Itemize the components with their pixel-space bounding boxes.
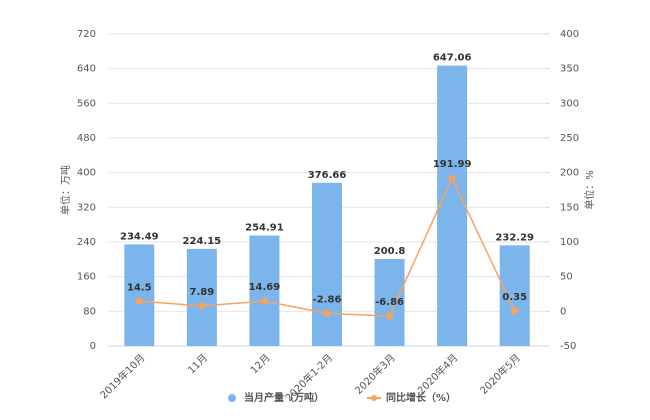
line-value-label: 14.69: [249, 282, 281, 293]
bar: [499, 245, 530, 346]
y2-axis-title: 单位：%: [583, 170, 596, 210]
bar: [249, 235, 280, 346]
y-tick-label: 400: [77, 168, 96, 179]
x-tick-label: 2020年5月: [477, 351, 523, 397]
bar: [124, 244, 155, 346]
legend-label: 同比增长（%）: [386, 391, 456, 404]
bar-value-label: 232.29: [495, 232, 534, 243]
line-marker: [448, 174, 456, 182]
legend-label: 当月产量（万吨）: [244, 391, 324, 404]
line-marker: [511, 307, 519, 315]
y2-tick-label: 150: [560, 202, 579, 213]
x-tick-label: 2020年4月: [415, 351, 461, 397]
bar-value-label: 647.06: [433, 53, 472, 64]
y2-tick-label: 0: [560, 306, 566, 317]
y2-tick-label: -50: [560, 341, 576, 352]
bar-value-label: 234.49: [120, 231, 159, 242]
y-tick-label: 560: [77, 98, 96, 109]
y-tick-label: 240: [77, 237, 96, 248]
line-value-label: -6.86: [375, 297, 404, 308]
line-value-label: 191.99: [433, 159, 472, 170]
y-tick-label: 0: [90, 341, 96, 352]
bar: [437, 65, 468, 346]
y-axis-title: 单位：万吨: [59, 165, 72, 215]
line-marker: [135, 297, 143, 305]
y-tick-label: 640: [77, 64, 96, 75]
line-marker: [198, 302, 206, 310]
bar-value-label: 254.91: [245, 223, 284, 234]
y2-tick-label: 350: [560, 64, 579, 75]
line-value-label: -2.86: [313, 294, 342, 305]
legend-symbol: [228, 394, 236, 402]
y2-tick-label: 400: [560, 29, 579, 40]
y-tick-label: 160: [77, 272, 96, 283]
x-tick-label: 2020年3月: [352, 351, 398, 397]
bar: [374, 258, 405, 346]
legend-symbol: [371, 395, 377, 401]
x-tick-label: 12月: [248, 352, 273, 377]
y-tick-label: 80: [83, 306, 96, 317]
bar: [186, 248, 217, 346]
line-marker: [260, 297, 268, 305]
y-tick-label: 480: [77, 133, 96, 144]
bar-value-label: 224.15: [183, 236, 222, 247]
line-marker: [386, 312, 394, 320]
y2-tick-label: 300: [560, 98, 579, 109]
y2-tick-label: 50: [560, 272, 573, 283]
line-value-label: 7.89: [190, 287, 215, 298]
line-value-label: 0.35: [502, 292, 527, 303]
bar-value-label: 200.8: [374, 246, 406, 257]
y2-tick-label: 200: [560, 168, 579, 179]
x-tick-label: 2019年10月: [97, 351, 147, 401]
x-tick-label: 11月: [186, 352, 211, 377]
y-tick-label: 320: [77, 202, 96, 213]
bar: [312, 182, 342, 346]
y-tick-label: 720: [77, 29, 96, 40]
line-value-label: 14.5: [127, 282, 152, 293]
bar-value-label: 376.66: [308, 170, 347, 181]
line-marker: [323, 309, 331, 317]
y2-tick-label: 250: [560, 133, 579, 144]
y2-tick-label: 100: [560, 237, 579, 248]
